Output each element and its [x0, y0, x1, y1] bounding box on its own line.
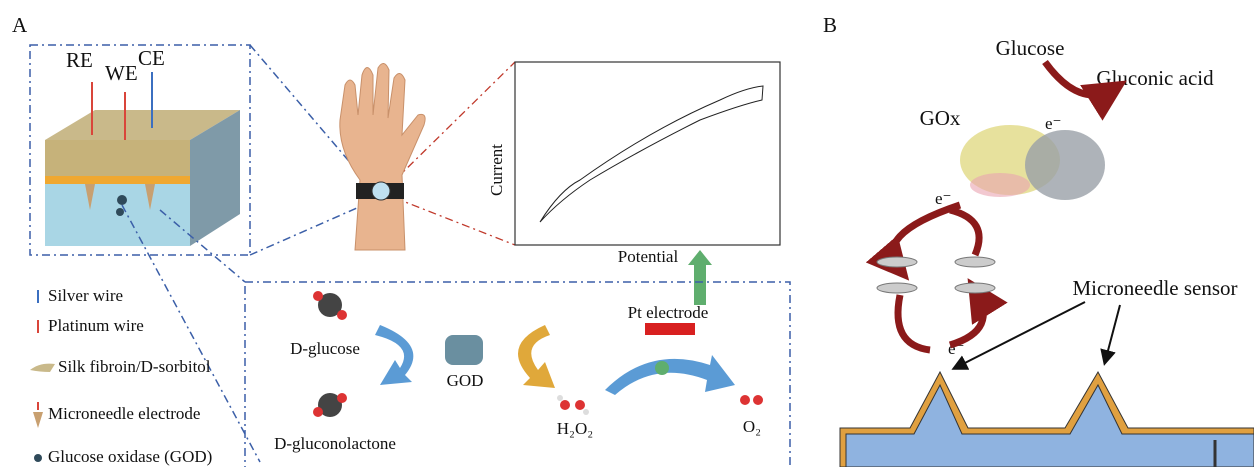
cv-plot [515, 62, 780, 245]
legend-label: Microneedle electrode [48, 404, 200, 423]
reaction-arrow [605, 355, 735, 395]
reaction-label: GOD [447, 371, 484, 390]
connector-lines [122, 45, 515, 462]
legend-label: Glucose oxidase (GOD) [48, 447, 212, 466]
pointer-arrow [1105, 305, 1120, 362]
electron-label: e⁻ [935, 189, 952, 208]
redox-arrow [950, 210, 979, 255]
reaction-label: Pt electrode [628, 303, 709, 322]
electrode-block [45, 72, 240, 246]
molecule-label: Gluconic acid [1096, 66, 1214, 90]
microneedle-substrate [846, 385, 1254, 467]
electron-label: e⁻ [1045, 114, 1062, 133]
reaction-arrow [375, 325, 413, 385]
hand [340, 63, 425, 250]
redox-arrow [898, 295, 930, 350]
sensor-patch [372, 182, 390, 200]
reaction-label: H₂O₂ [557, 419, 593, 438]
sensor-label: Microneedle sensor [1072, 276, 1237, 300]
axis-label: Current [487, 144, 506, 196]
ferrocene [877, 257, 995, 293]
pt-electrode [645, 323, 695, 335]
gox-protein [960, 125, 1105, 200]
molecule-label: Glucose [996, 36, 1065, 60]
electron [655, 361, 669, 375]
panel-label: A [12, 13, 28, 37]
page: Microneedle glucose sensor schematic {"p… [0, 0, 1254, 467]
panel-label: B [823, 13, 837, 37]
reaction-label: D-gluconolactone [274, 434, 396, 453]
enzyme-label: GOx [920, 106, 961, 130]
body: A RE WE CE Current Potential Silver [0, 0, 1254, 467]
signal-arrow [688, 250, 712, 305]
legend-label: Silk fibroin/D-sorbitol [58, 357, 211, 376]
reaction-arrow [518, 325, 555, 388]
electrode-label: CE [138, 46, 165, 70]
electrode-label: RE [66, 48, 93, 72]
figure: A RE WE CE Current Potential Silver [0, 0, 1254, 467]
electrode-label: WE [105, 61, 138, 85]
reaction-label: D-glucose [290, 339, 360, 358]
axis-label: Potential [618, 247, 679, 266]
redox-arrow [950, 290, 983, 345]
legend-label: Platinum wire [48, 316, 144, 335]
reaction-label: O₂ [743, 417, 761, 436]
legend-label: Silver wire [48, 286, 123, 305]
